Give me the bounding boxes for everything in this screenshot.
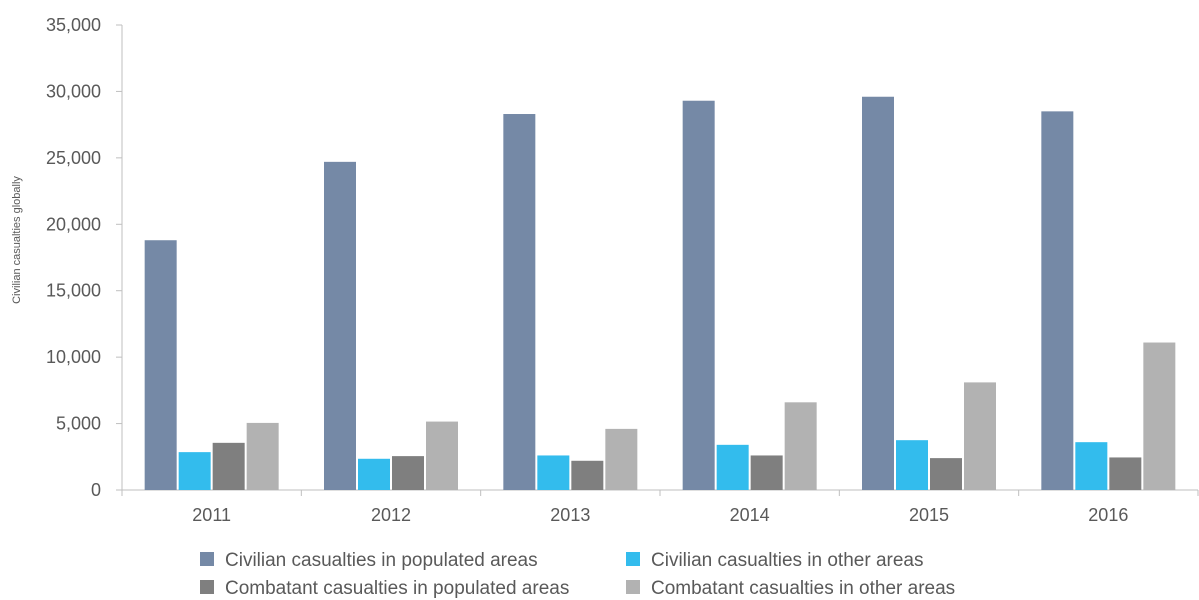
x-tick-label: 2016 — [1088, 505, 1128, 525]
x-tick-label: 2011 — [192, 505, 231, 525]
bar — [144, 240, 177, 490]
legend-swatch — [200, 552, 214, 566]
bar — [1041, 111, 1074, 490]
bar — [682, 100, 715, 490]
bars — [144, 96, 1176, 491]
bar — [246, 422, 279, 490]
y-tick-label: 10,000 — [46, 347, 101, 367]
legend-label: Combatant casualties in other areas — [651, 578, 955, 599]
bar — [212, 442, 245, 490]
y-tick-label: 30,000 — [46, 81, 101, 101]
legend-label: Civilian casualties in other areas — [651, 550, 923, 571]
legend-swatch — [200, 580, 214, 594]
x-tick-label: 2012 — [371, 505, 411, 525]
bar — [930, 458, 962, 490]
y-axis-label: Civilian casualties globally — [11, 176, 23, 304]
bar — [1075, 442, 1108, 490]
bar — [537, 455, 570, 490]
legend-label: Combatant casualties in populated areas — [225, 578, 569, 599]
bar — [862, 96, 894, 490]
bar — [896, 440, 928, 490]
x-tick-label: 2013 — [550, 505, 590, 525]
y-tick-label: 25,000 — [46, 148, 101, 168]
bar — [324, 161, 356, 491]
bar — [964, 382, 996, 490]
legend-swatch — [626, 552, 640, 566]
y-tick-label: 35,000 — [46, 15, 101, 35]
bar — [503, 114, 536, 490]
y-tick-label: 20,000 — [46, 214, 101, 234]
bar — [750, 455, 783, 490]
y-tick-label: 15,000 — [46, 281, 101, 301]
y-axis: 0 5,000 10,000 15,000 20,000 25,000 30,000 35,0… — [46, 15, 123, 500]
x-axis: 2011 2012 2013 2014 2015 2016 — [121, 489, 1199, 525]
y-tick-label: 0 — [91, 480, 101, 500]
bar — [178, 452, 211, 490]
y-tick-label: 5,000 — [56, 414, 101, 434]
bar — [784, 402, 817, 490]
bar — [1143, 342, 1176, 490]
bar — [1109, 457, 1142, 490]
x-tick-label: 2014 — [730, 505, 770, 525]
bar — [571, 460, 604, 490]
x-tick-label: 2015 — [909, 505, 949, 525]
bar — [358, 458, 390, 490]
bar — [426, 421, 458, 490]
legend: Civilian casualties in populated areas Ci… — [200, 550, 955, 599]
legend-label: Civilian casualties in populated areas — [225, 550, 538, 571]
bar — [716, 444, 749, 490]
bar — [392, 456, 424, 490]
legend-swatch — [626, 580, 640, 594]
bar — [605, 428, 638, 490]
